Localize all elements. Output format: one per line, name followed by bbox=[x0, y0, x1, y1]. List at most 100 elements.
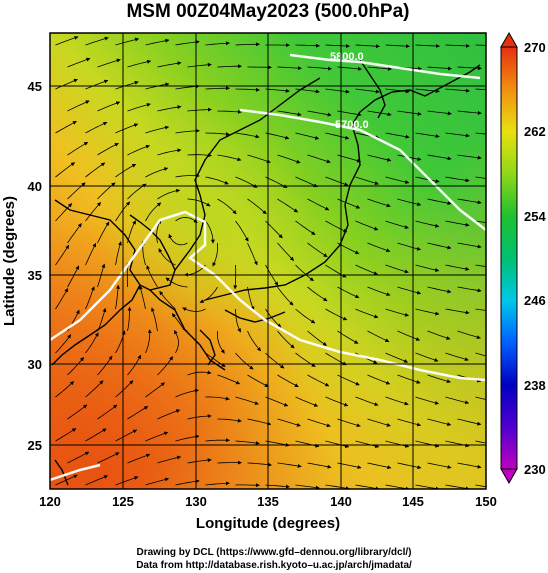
wind-arrow bbox=[367, 374, 391, 385]
wind-arrow bbox=[367, 154, 392, 162]
wind-arrow bbox=[115, 80, 139, 90]
wind-arrow bbox=[295, 132, 320, 140]
wind-arrow bbox=[127, 306, 132, 332]
wind-arrow bbox=[475, 440, 486, 444]
wind-arrow bbox=[97, 355, 113, 376]
wind-arrow bbox=[247, 154, 271, 164]
wind-arrow bbox=[67, 356, 85, 376]
wind-arrow bbox=[475, 264, 486, 267]
colorbar-tick-label: 238 bbox=[524, 378, 546, 393]
wind-arrow bbox=[295, 440, 320, 448]
wind-arrow bbox=[265, 484, 290, 489]
wind-arrow bbox=[355, 264, 378, 275]
wind-arrow bbox=[115, 476, 139, 486]
wind-arrow bbox=[427, 198, 452, 206]
wind-arrow bbox=[85, 121, 108, 134]
wind-arrow bbox=[165, 277, 188, 288]
wind-arrow bbox=[97, 101, 121, 112]
wind-arrow bbox=[325, 308, 348, 321]
wind-arrow bbox=[475, 220, 486, 223]
x-tick-label: 130 bbox=[185, 494, 207, 509]
wind-arrow bbox=[97, 307, 107, 332]
wind-arrow bbox=[67, 404, 88, 420]
colorbar-tick-label: 270 bbox=[524, 40, 546, 55]
wind-arrow bbox=[415, 264, 440, 272]
wind-arrow bbox=[67, 57, 91, 68]
colorbar: 270 262 254 246 238 230 bbox=[500, 31, 546, 485]
wind-arrow bbox=[97, 221, 110, 244]
wind-arrow bbox=[475, 176, 486, 179]
wind-arrow bbox=[146, 265, 158, 288]
wind-arrow bbox=[175, 128, 200, 134]
wind-arrow bbox=[415, 132, 440, 139]
wind-arrow bbox=[385, 264, 409, 274]
wind-arrow bbox=[127, 405, 149, 420]
wind-arrow bbox=[67, 265, 80, 288]
x-tick-label: 120 bbox=[39, 494, 61, 509]
plot-frame bbox=[49, 32, 487, 490]
y-tick-label: 25 bbox=[28, 438, 42, 453]
wind-arrow bbox=[295, 220, 316, 236]
wind-arrow bbox=[277, 242, 295, 261]
wind-arrow bbox=[325, 176, 349, 186]
wind-arrow bbox=[67, 182, 86, 200]
wind-arrow bbox=[385, 440, 410, 448]
wind-arrow bbox=[85, 36, 109, 46]
wind-arrow bbox=[265, 132, 290, 140]
colorbar-tick-label: 254 bbox=[524, 209, 546, 224]
wind-arrow bbox=[145, 382, 166, 398]
wind-arrow bbox=[397, 198, 422, 207]
y-axis: 25 30 35 40 45 bbox=[28, 79, 42, 453]
wind-arrow bbox=[367, 286, 391, 297]
wind-arrow bbox=[85, 332, 99, 354]
wind-arrow bbox=[265, 396, 289, 407]
wind-arrow bbox=[355, 176, 379, 185]
wind-arrow bbox=[127, 102, 151, 112]
wind-arrow bbox=[397, 286, 422, 295]
wind-arrow bbox=[367, 330, 390, 343]
wind-arrow bbox=[212, 242, 219, 267]
wind-arrow bbox=[397, 462, 422, 470]
wind-arrow bbox=[355, 308, 379, 319]
wind-arrow bbox=[445, 308, 470, 315]
wind-arrow bbox=[205, 41, 230, 46]
wind-arrow bbox=[247, 242, 258, 266]
wind-arrow bbox=[173, 330, 179, 354]
wind-arrow bbox=[115, 201, 131, 222]
wind-arrow bbox=[415, 220, 440, 228]
wind-arrow bbox=[67, 100, 90, 112]
wind-arrow bbox=[385, 132, 410, 139]
wind-arrow bbox=[415, 440, 440, 448]
wind-arrow bbox=[217, 64, 242, 69]
wind-arrow bbox=[157, 356, 174, 376]
wind-arrow bbox=[235, 220, 249, 242]
wind-arrow bbox=[216, 330, 225, 354]
wind-arrow bbox=[247, 374, 269, 388]
wind-arrow bbox=[445, 88, 470, 93]
wind-arrow bbox=[277, 374, 299, 388]
wind-arrow bbox=[307, 374, 330, 387]
wind-arrow bbox=[307, 330, 327, 346]
wind-arrow bbox=[55, 120, 77, 134]
wind-arrow bbox=[205, 396, 230, 401]
wind-arrow bbox=[277, 154, 301, 164]
wind-arrow bbox=[397, 374, 421, 384]
wind-arrow bbox=[97, 452, 120, 464]
wind-arrow bbox=[150, 307, 158, 332]
wind-arrow bbox=[217, 109, 242, 114]
map-title: MSM 00Z04May2023 (500.0hPa) bbox=[126, 1, 409, 22]
wind-arrow bbox=[277, 66, 302, 71]
wind-arrow bbox=[457, 418, 482, 426]
wind-arrow bbox=[307, 198, 330, 211]
wind-arrow bbox=[457, 462, 482, 469]
x-tick-label: 135 bbox=[257, 494, 279, 509]
wind-arrow bbox=[397, 110, 422, 116]
colorbar-scale bbox=[500, 46, 518, 470]
wind-arrow bbox=[168, 233, 188, 246]
x-tick-label: 125 bbox=[112, 494, 134, 509]
wind-arrow bbox=[397, 330, 421, 341]
wind-arrow bbox=[445, 132, 470, 138]
y-tick-label: 45 bbox=[28, 79, 42, 94]
wind-arrow bbox=[247, 286, 255, 311]
wind-arrow bbox=[187, 458, 212, 464]
